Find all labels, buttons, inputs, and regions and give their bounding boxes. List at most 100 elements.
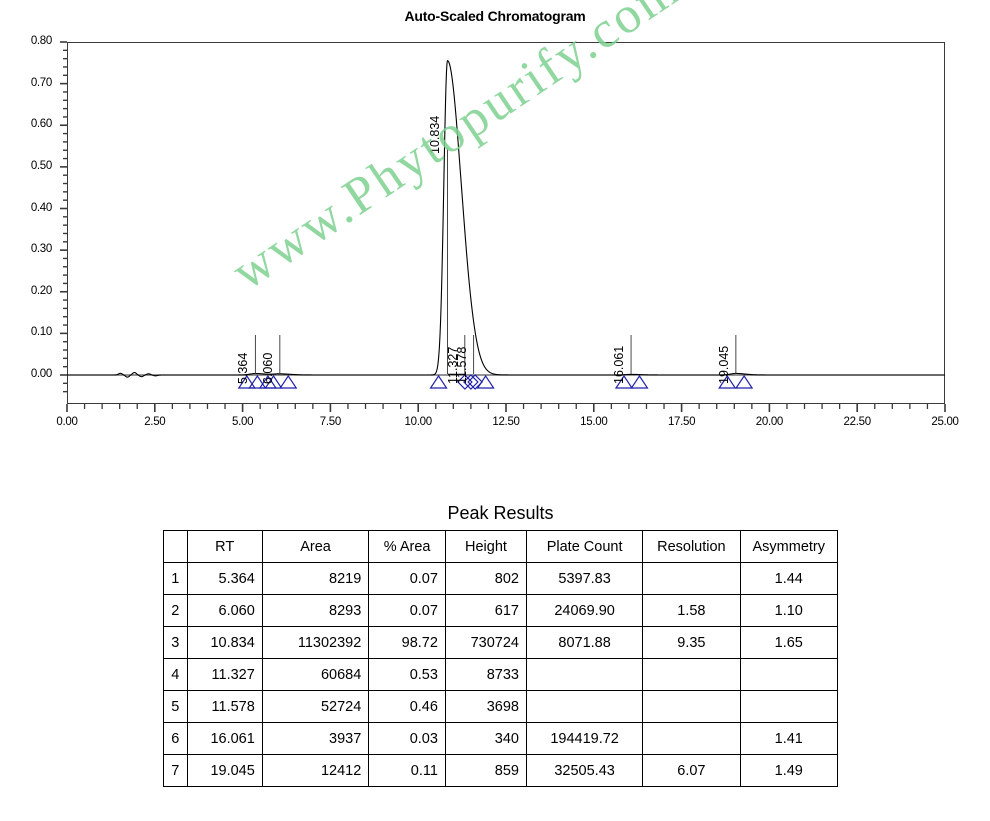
col-plate-count: Plate Count [525,530,644,563]
cell-resolution [642,690,741,723]
x-tick-label: 7.50 [319,416,341,428]
cell-asymmetry: 1.44 [739,562,838,595]
cell-pct-area: 98.72 [368,626,446,659]
x-tick-label: 10.00 [404,416,433,428]
idx: 3 [163,626,188,659]
col-pct-area: % Area [368,530,446,563]
cell-area: 3937 [261,722,370,755]
cell-resolution: 1.58 [642,594,741,627]
x-tick-label: 15.00 [580,416,608,428]
cell-plate: 24069.90 [525,594,644,627]
x-tick-label: 5.00 [232,416,254,428]
peak-results-table: RT Area % Area Height Plate Count Resolu… [163,530,838,787]
cell-resolution: 6.07 [642,754,741,787]
idx: 6 [163,722,188,755]
cell-asymmetry [739,658,838,691]
cell-height: 340 [444,722,527,755]
cell-area: 60684 [261,658,370,691]
cell-plate: 194419.72 [525,722,644,755]
cell-pct-area: 0.07 [368,562,446,595]
cell-pct-area: 0.53 [368,658,446,691]
cell-area: 12412 [261,754,370,787]
peak-label: 19.045 [716,345,731,384]
peak-label: 11.578 [454,346,469,384]
cell-plate: 32505.43 [525,754,644,787]
y-tick-label: 0.10 [30,326,52,339]
cell-rt: 10.834 [186,626,263,659]
cell-resolution [642,562,741,595]
y-tick-label: 0.60 [30,118,52,131]
table-row: 6 16.061 3937 0.03 340 194419.72 1.41 [163,722,838,755]
peak-label: 5.364 [236,352,251,384]
y-tick-label: 0.30 [30,243,52,256]
col-index [163,530,188,563]
cell-resolution [642,658,741,691]
cell-height: 859 [444,754,527,787]
cell-area: 8219 [261,562,370,595]
plot-frame [67,42,945,404]
cell-height: 3698 [444,690,527,723]
col-asymmetry: Asymmetry [739,530,838,563]
cell-asymmetry: 1.49 [739,754,838,787]
cell-rt: 11.578 [186,690,263,723]
y-tick-label: 0.50 [30,159,52,172]
cell-height: 8733 [444,658,527,691]
cell-height: 730724 [444,626,527,659]
peak-label: 16.061 [612,345,627,384]
x-tick-label: 0.00 [56,416,78,428]
cell-resolution [642,722,741,755]
peak-label: 10.834 [428,115,443,154]
y-tick-label: 0.00 [30,368,52,380]
cell-plate: 5397.83 [525,562,644,595]
integration-markers [237,374,754,390]
cell-area: 52724 [261,690,370,723]
cell-area: 8293 [261,594,370,627]
idx: 5 [163,690,188,723]
peak-label-leaders [254,148,737,374]
table-header-row: RT Area % Area Height Plate Count Resolu… [163,530,838,563]
chromatogram-panel: Auto-Scaled Chromatogram 0.00 0.10 0.20 0.3… [30,8,959,428]
peak-label: 6.060 [260,352,275,384]
chart-title: Auto-Scaled Chromatogram [404,8,586,24]
cell-height: 617 [444,594,527,627]
cell-height: 802 [444,562,527,595]
cell-plate [525,690,644,723]
chromatogram-plot [60,41,946,412]
table-row: 1 5.364 8219 0.07 802 5397.83 1.44 [163,562,838,595]
y-tick-label: 0.80 [30,35,52,47]
cell-asymmetry: 1.41 [739,722,838,755]
x-tick-label: 22.50 [843,416,872,428]
cell-pct-area: 0.03 [368,722,446,755]
col-rt: RT [186,530,263,563]
chromatogram-trace [67,60,945,378]
cell-rt: 16.061 [186,722,263,755]
cell-asymmetry [739,690,838,723]
table-row: 3 10.834 11302392 98.72 730724 8071.88 9.35 1.6… [163,626,838,659]
cell-rt: 5.364 [186,562,263,595]
cell-asymmetry: 1.10 [739,594,838,627]
idx: 1 [163,562,188,595]
cell-rt: 6.060 [186,594,263,627]
y-axis-ticks [60,41,67,393]
cell-rt: 19.045 [186,754,263,787]
idx: 4 [163,658,188,691]
x-tick-label: 17.50 [667,416,696,428]
y-tick-label: 0.70 [30,76,52,89]
x-axis-ticks [66,404,946,412]
x-tick-label: 12.50 [492,416,520,428]
y-tick-label: 0.40 [30,201,52,214]
x-tick-label: 25.00 [931,416,959,428]
cell-plate: 8071.88 [525,626,644,659]
col-area: Area [261,530,370,563]
col-resolution: Resolution [642,530,741,563]
table-row: 4 11.327 60684 0.53 8733 [163,658,838,691]
table-row: 5 11.578 52724 0.46 3698 [163,690,838,723]
x-tick-label: 20.00 [755,416,784,428]
table-row: 7 19.045 12412 0.11 859 32505.43 6.07 1.49 [163,754,838,787]
col-height: Height [444,530,527,563]
cell-pct-area: 0.46 [368,690,446,723]
idx: 2 [163,594,188,627]
cell-pct-area: 0.11 [368,754,446,787]
table-row: 2 6.060 8293 0.07 617 24069.90 1.58 1.10 [163,594,838,627]
y-tick-label: 0.20 [30,284,52,297]
